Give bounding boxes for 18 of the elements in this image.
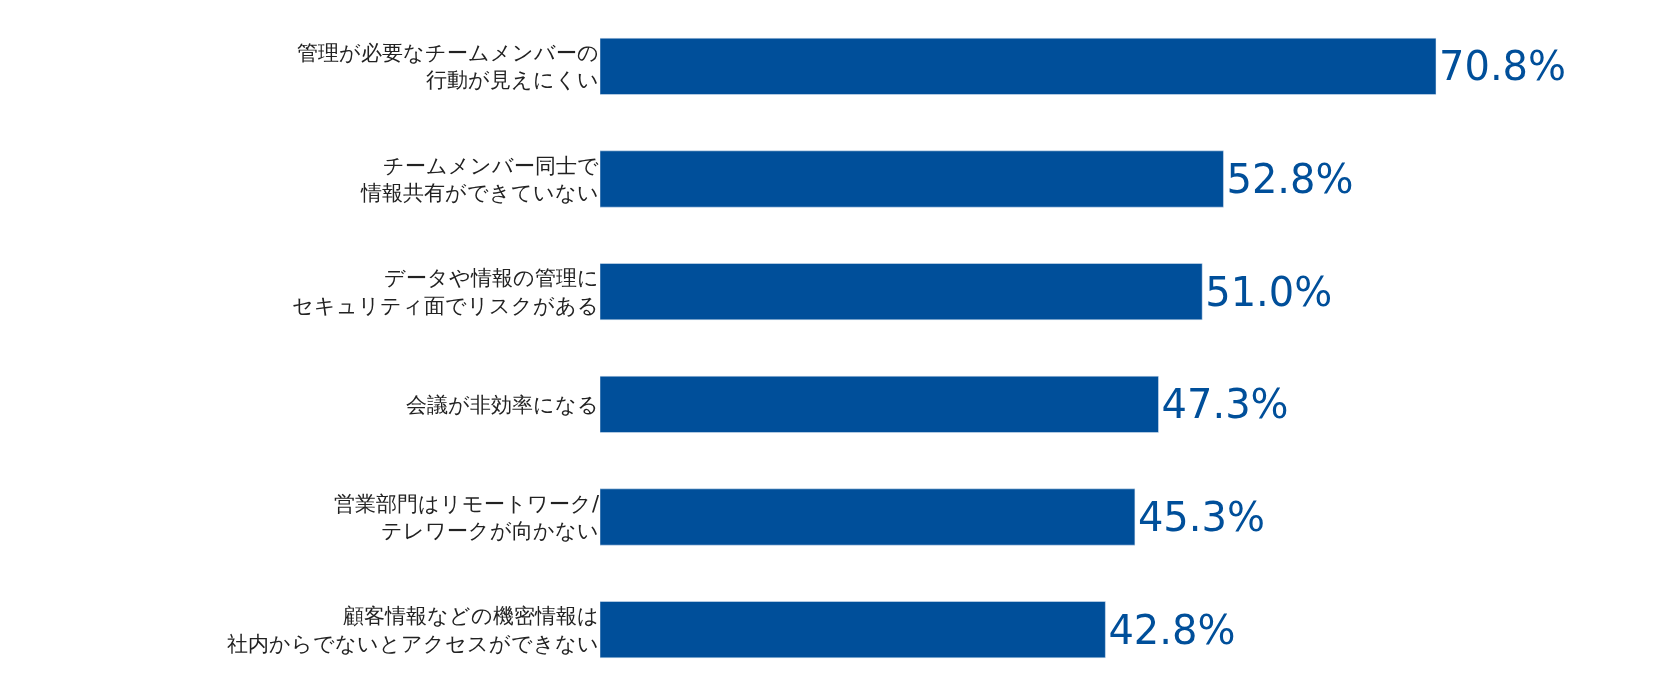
y-tick-label: 管理が必要なチームメンバーの行動が見えにくい [297,41,599,93]
y-tick-label: データや情報の管理にセキュリティ面でリスクがある [292,266,599,318]
data-label: 52.8% [1226,156,1354,202]
y-tick-label: 営業部門はリモートワーク/テレワークが向かない [333,491,600,543]
y-tick-label: チームメンバー同士で情報共有ができていない [360,153,599,205]
y-tick-label: 会議が非効率になる [406,392,599,417]
data-label: 47.3% [1161,381,1289,428]
bar [600,375,1159,433]
bar [600,263,1203,321]
data-label: 70.8% [1439,43,1567,90]
bar [600,37,1437,95]
y-tick-label: 顧客情報などの機密情報は社内からでないとアクセスができない [227,604,599,656]
data-label: 42.8% [1108,606,1236,653]
bar [600,601,1106,659]
bar [600,150,1224,208]
bar [600,488,1136,546]
data-label: 51.0% [1205,268,1333,315]
data-label: 45.3% [1137,494,1265,540]
